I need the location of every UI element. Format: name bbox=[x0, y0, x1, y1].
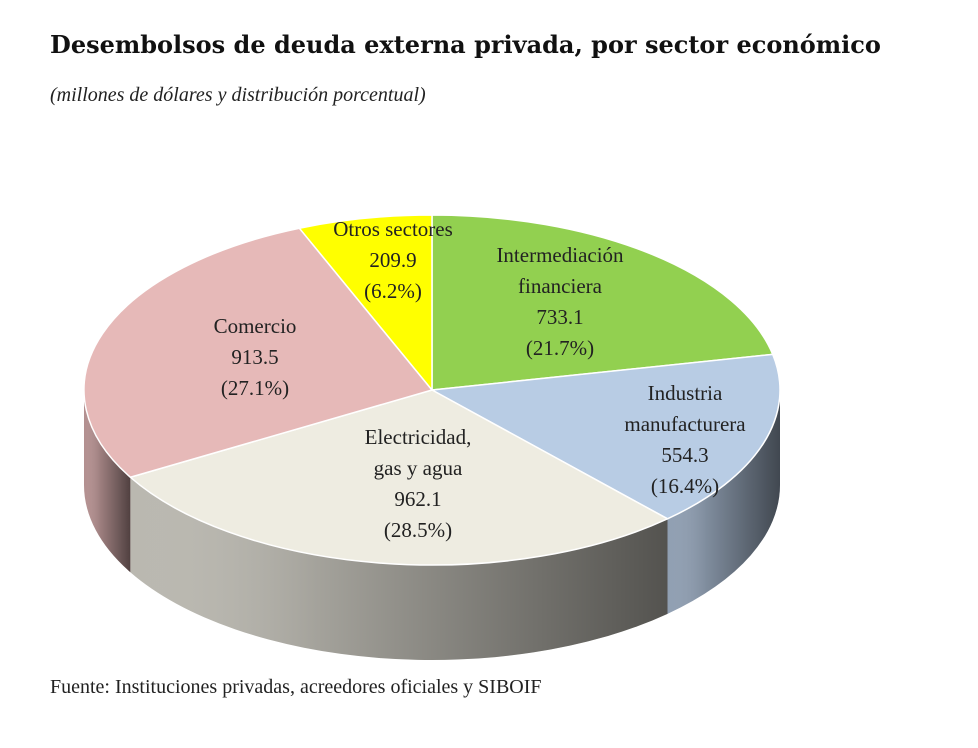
slice-label-1: Industria manufacturera 554.3 (16.4%) bbox=[624, 381, 746, 498]
pie-slice-0 bbox=[431, 214, 774, 391]
pie-tops bbox=[83, 214, 781, 566]
chart-subtitle: (millones de dólares y distribución porc… bbox=[50, 84, 426, 106]
pie-side-shade-1 bbox=[667, 390, 780, 614]
pie-labels: Intermediación financiera 733.1 (21.7%)Indu… bbox=[214, 217, 747, 542]
pie-slice-2 bbox=[129, 389, 669, 566]
pie-slice-3 bbox=[83, 227, 433, 478]
pie-slice-4 bbox=[298, 214, 433, 391]
slice-label-2: Electricidad, gas y agua 962.1 (28.5%) bbox=[365, 425, 472, 542]
chart-title: Desembolsos de deuda externa privada, po… bbox=[50, 30, 881, 59]
slice-label-4: Otros sectores 209.9 (6.2%) bbox=[333, 217, 453, 303]
pie-slice-1 bbox=[431, 353, 781, 520]
pie-side-shade-2 bbox=[130, 477, 668, 660]
chart-source: Fuente: Instituciones privadas, acreedor… bbox=[50, 676, 542, 698]
pie-sides bbox=[84, 390, 780, 660]
slice-label-3: Comercio 913.5 (27.1%) bbox=[214, 314, 297, 400]
slice-label-0: Intermediación financiera 733.1 (21.7%) bbox=[496, 243, 624, 360]
